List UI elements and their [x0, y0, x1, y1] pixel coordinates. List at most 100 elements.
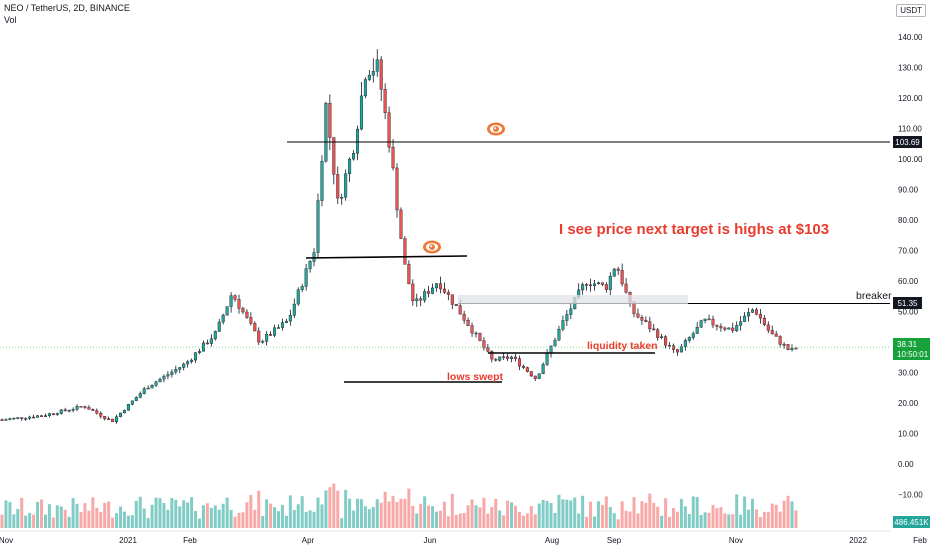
candle-body: [40, 415, 44, 417]
volume-label[interactable]: Vol: [4, 15, 17, 25]
price-axis[interactable]: 140.00 130.00 120.00 110.00 100.00 90.00 80.00…: [898, 33, 923, 500]
symbol-title[interactable]: NEO / TetherUS, 2D, BINANCE: [4, 3, 130, 13]
candle-body: [146, 387, 150, 390]
volume-bar: [201, 505, 205, 528]
candle-body: [241, 308, 245, 313]
price-tick-label: 80.00: [898, 216, 919, 225]
candle-body: [265, 334, 269, 342]
volume-bar: [790, 501, 794, 528]
time-tick-label: 2021: [119, 536, 137, 545]
volume-bar: [213, 505, 217, 528]
candle-body: [644, 320, 648, 322]
candle-body: [399, 209, 403, 239]
volume-bar: [435, 511, 438, 528]
candle-body: [359, 95, 363, 130]
volume-bar: [174, 499, 178, 528]
volume-bar: [458, 513, 462, 528]
volume-bar: [438, 510, 442, 528]
volume-bar: [506, 500, 510, 528]
currency-button[interactable]: USDT: [896, 4, 926, 17]
candle-body: [774, 333, 778, 337]
breaker-zone[interactable]: [458, 295, 688, 304]
candle-body: [134, 397, 138, 402]
volume-bar: [494, 498, 498, 528]
volume-bar: [423, 496, 427, 528]
volume-bar: [525, 513, 529, 528]
volume-bar: [379, 502, 383, 528]
volume-bar: [107, 501, 111, 528]
volume-bar: [391, 495, 395, 528]
range-top-line[interactable]: [305, 255, 468, 259]
candle-body: [379, 59, 383, 90]
candle-body: [494, 358, 498, 361]
volume-bar: [747, 509, 751, 528]
volume-bar: [375, 499, 379, 528]
volume-bar: [502, 515, 506, 528]
volume-bar: [521, 515, 525, 528]
volume-bar: [292, 510, 296, 528]
candle-body: [431, 287, 435, 294]
candle-body: [197, 351, 201, 353]
candle-body: [233, 295, 237, 300]
volume-bar: [0, 514, 4, 528]
candle-body: [711, 318, 715, 326]
candle-body: [95, 410, 99, 414]
volume-bar: [261, 515, 265, 528]
volume-bar: [498, 510, 502, 528]
svg-text:38.31: 38.31: [897, 340, 918, 349]
candle-body: [565, 314, 569, 321]
volume-bar: [533, 514, 537, 528]
candle-body: [640, 317, 644, 321]
volume-bar: [4, 500, 8, 528]
time-tick-label: Apr: [302, 536, 315, 545]
candle-body: [383, 89, 387, 113]
volume-bar: [636, 513, 640, 528]
candle-body: [656, 329, 660, 338]
candle-body: [719, 326, 723, 329]
volume-bar: [628, 511, 632, 528]
volume-bar: [115, 513, 119, 528]
volume-bar: [356, 498, 359, 528]
candle-body: [162, 375, 166, 380]
volume-bar: [182, 500, 186, 528]
candle-body: [758, 314, 762, 319]
candle-body: [545, 353, 549, 365]
candle-body: [778, 336, 782, 345]
candle-body: [668, 345, 672, 347]
volume-bar: [668, 516, 672, 528]
candle-body: [557, 329, 561, 341]
volume-bar: [12, 514, 16, 528]
candle-body: [115, 416, 119, 422]
volume-bar: [24, 515, 28, 528]
candle-body: [229, 295, 233, 307]
candle-body: [490, 351, 494, 360]
volume-bar: [288, 495, 292, 528]
volume-bar: [687, 514, 691, 528]
time-tick-label: Nov: [0, 536, 13, 545]
volume-bar: [723, 513, 727, 528]
candle-body: [387, 112, 391, 148]
price-tick-label: 110.00: [898, 125, 922, 134]
candle-body: [107, 418, 111, 420]
candle-body: [723, 327, 727, 330]
volume-bar: [446, 516, 450, 528]
candle-body: [99, 412, 103, 417]
candle-body: [324, 102, 328, 162]
volume-bar: [735, 494, 739, 528]
candle-body: [261, 341, 265, 343]
candle-body: [442, 288, 446, 293]
volume-bar: [715, 508, 719, 528]
candle-body: [423, 291, 427, 301]
time-tick-label: Jun: [424, 536, 437, 545]
candle-body: [391, 147, 395, 169]
candle-body: [194, 352, 198, 361]
volume-bar: [751, 498, 754, 528]
candle-body: [608, 275, 612, 290]
candle-body: [75, 406, 79, 410]
volume-bar: [675, 511, 679, 528]
volume-bar: [549, 503, 553, 528]
candle-body: [715, 324, 719, 327]
price-tick-label: 90.00: [898, 186, 919, 195]
time-axis[interactable]: Nov2021FebAprJunAugSepNov2022FebAprJun: [0, 536, 932, 545]
